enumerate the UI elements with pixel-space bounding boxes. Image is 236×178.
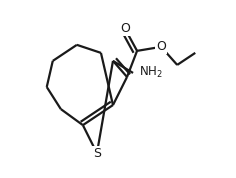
Text: S: S — [93, 147, 101, 160]
Text: O: O — [156, 40, 166, 53]
Text: NH$_2$: NH$_2$ — [139, 65, 163, 80]
Text: O: O — [120, 22, 130, 35]
